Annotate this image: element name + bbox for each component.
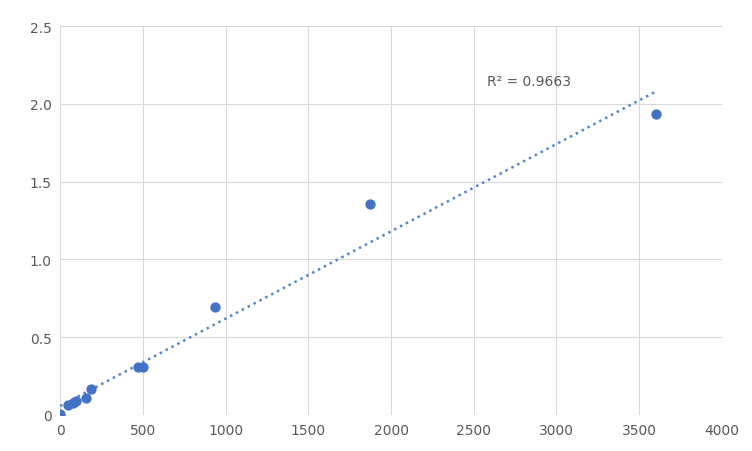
Text: R² = 0.9663: R² = 0.9663 [487,75,571,89]
Point [54,411,66,418]
Point [67,400,79,407]
Point [85,386,97,393]
Point [62,401,74,409]
Point [650,111,662,119]
Point [132,364,144,371]
Point [80,395,92,402]
Point [70,398,82,405]
Point [209,304,221,311]
Point [364,202,376,209]
Point [137,364,149,371]
